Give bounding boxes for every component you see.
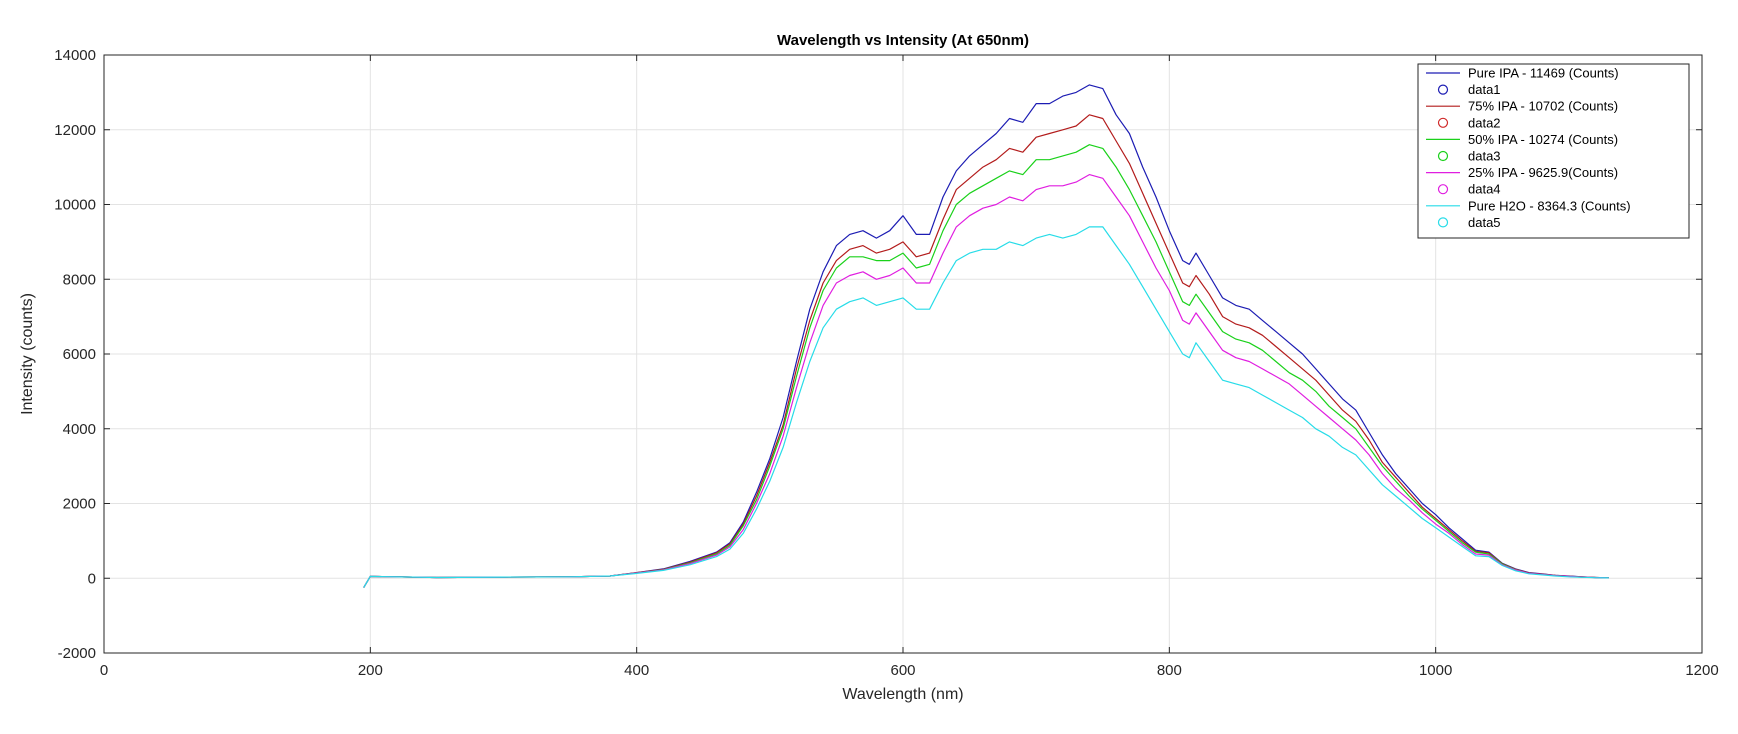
y-axis-label: Intensity (counts) [19,293,36,415]
ticks: 0 200 400 600 800 1000 1200-200002000400060008… [54,47,1718,679]
y-tick-label: 10000 [54,197,96,214]
x-tick-label: 200 [358,662,383,679]
x-tick-label: 0 [100,662,108,679]
y-tick-label: 6000 [63,346,96,363]
legend-marker-swatch [1437,117,1449,128]
legend-marker-swatch [1437,150,1449,162]
y-tick-label: 0 [88,570,96,587]
legend-entry-label: 50% IPA - 10274 (Counts) [1468,132,1618,147]
x-tick-label: 600 [890,662,915,679]
y-tick-label: -2000 [58,645,96,662]
x-tick-label: 800 [1157,662,1182,679]
series-line-3 [363,144,1609,588]
legend-entry-label: data2 [1468,115,1501,130]
legend-entry-label: 75% IPA - 10702 (Counts) [1468,99,1618,114]
legend-entry-label: data3 [1468,149,1501,164]
series-line-1 [363,84,1609,588]
legend-entry-label: Pure IPA - 11469 (Counts) [1468,66,1619,81]
y-tick-label: 4000 [63,421,96,438]
x-tick-label: 1000 [1419,662,1452,679]
series-line-5 [363,226,1609,588]
y-tick-label: 14000 [54,47,96,64]
legend-entry-label: data4 [1468,182,1501,197]
legend-box [1417,63,1690,239]
legend-entry-label: data1 [1468,82,1501,97]
series-line-4 [363,174,1609,588]
legend-entry-label: data5 [1468,215,1501,230]
x-axis-label: Wavelength (nm) [842,686,963,703]
legend-marker-swatch [1437,184,1449,195]
x-tick-label: 400 [624,662,649,679]
legend: Pure IPA - 11469 (Counts)data1 75% IPA - … [1417,63,1690,239]
legend-marker-swatch [1437,217,1449,228]
series-line-2 [363,114,1609,588]
legend-marker-swatch [1437,84,1449,95]
y-tick-label: 8000 [63,271,96,288]
chart-title: Wavelength vs Intensity (At 650nm) [777,32,1029,49]
legend-entry-label: 25% IPA - 9625.9(Counts) [1468,165,1618,180]
y-tick-label: 12000 [54,122,96,139]
x-tick-label: 1200 [1685,662,1718,679]
series-layer [363,84,1609,588]
y-tick-label: 2000 [63,496,96,513]
legend-entry-label: Pure H2O - 8364.3 (Counts) [1468,198,1631,213]
